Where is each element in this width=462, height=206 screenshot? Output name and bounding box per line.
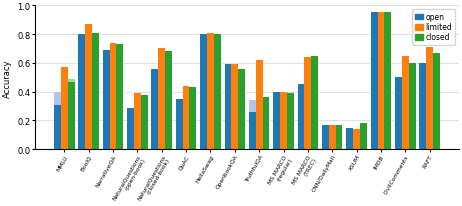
Bar <box>311 56 318 150</box>
Bar <box>304 58 311 150</box>
Bar <box>225 65 231 150</box>
Bar <box>158 49 165 150</box>
Bar <box>116 45 123 150</box>
Bar <box>238 69 245 150</box>
Y-axis label: Accuracy: Accuracy <box>3 59 12 97</box>
Bar <box>336 125 342 150</box>
Bar <box>329 125 336 150</box>
Bar <box>346 128 353 150</box>
Bar <box>231 65 238 150</box>
Bar <box>353 130 360 150</box>
Bar <box>249 101 256 112</box>
Bar <box>371 13 377 150</box>
Bar <box>322 125 329 150</box>
Bar <box>189 88 196 150</box>
Bar <box>274 92 280 150</box>
Bar <box>92 33 99 150</box>
Bar <box>214 35 221 150</box>
Bar <box>61 68 68 150</box>
Bar <box>377 13 384 150</box>
Bar <box>85 25 92 150</box>
Bar <box>68 82 74 150</box>
Bar <box>256 61 262 150</box>
Bar <box>287 94 294 150</box>
Bar <box>54 92 61 105</box>
Bar <box>165 52 172 150</box>
Bar <box>395 78 402 150</box>
Bar <box>207 33 214 150</box>
Bar <box>182 87 189 150</box>
Bar <box>426 48 433 150</box>
Bar <box>402 56 409 150</box>
Bar <box>433 54 440 150</box>
Bar <box>54 105 61 150</box>
Bar <box>79 35 85 150</box>
Bar <box>200 35 207 150</box>
Bar <box>262 98 269 150</box>
Bar <box>280 92 287 150</box>
Bar <box>109 43 116 150</box>
Bar <box>360 124 367 150</box>
Bar <box>409 64 415 150</box>
Bar <box>103 51 109 150</box>
Bar <box>176 99 182 150</box>
Legend: open, limited, closed: open, limited, closed <box>412 10 456 45</box>
Bar <box>419 64 426 150</box>
Bar <box>152 69 158 150</box>
Bar <box>249 112 256 150</box>
Bar <box>68 79 74 82</box>
Bar <box>298 85 304 150</box>
Bar <box>127 108 134 150</box>
Bar <box>134 94 141 150</box>
Bar <box>384 13 391 150</box>
Bar <box>141 95 147 150</box>
